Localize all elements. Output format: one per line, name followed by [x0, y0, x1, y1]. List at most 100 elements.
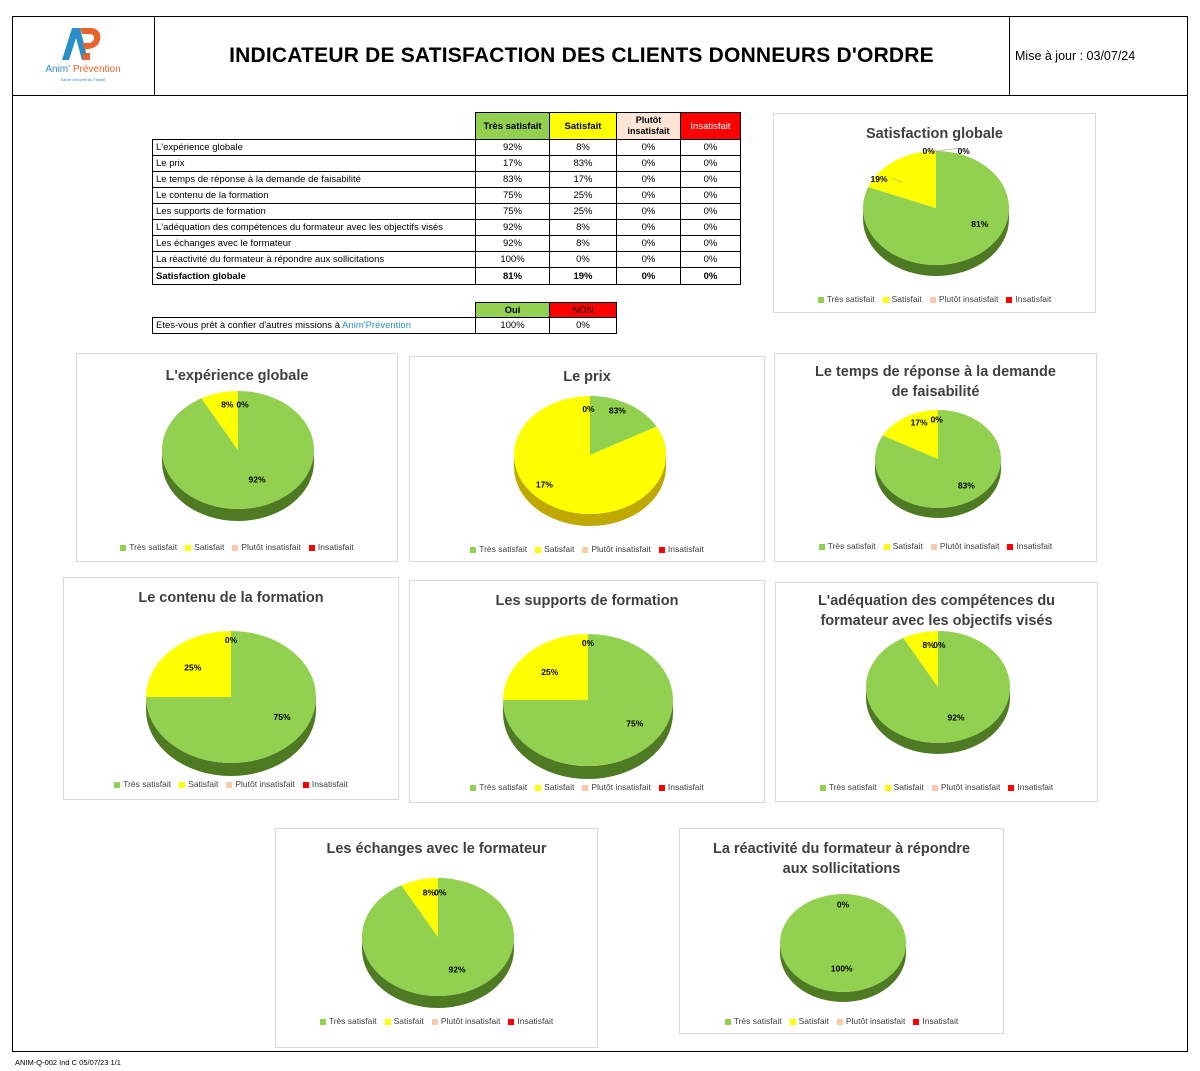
legend-label: Satisfait: [544, 544, 575, 554]
table-total-row: Satisfaction globale 81% 19% 0% 0%: [152, 267, 741, 285]
pie-slice: [161, 391, 314, 509]
legend-swatch: [658, 784, 665, 791]
pie-svg: 83% 17% 0%: [875, 410, 1001, 518]
legend-label: Insatisfait: [667, 782, 704, 792]
row-label: Les échanges avec le formateur: [152, 235, 476, 252]
row-value: 75%: [475, 203, 550, 220]
pie-chart: L'adéquation des compétences du formateu…: [775, 582, 1098, 802]
chart-title: Le contenu de la formation: [138, 590, 324, 606]
pie-chart: Le temps de réponse à la demande de fais…: [774, 353, 1097, 562]
legend-swatch: [431, 1018, 438, 1025]
pie-slice: [590, 396, 657, 455]
legend-item: Plutôt insatisfait: [431, 1016, 501, 1026]
chart-title: La réactivité du formateur à répondre au…: [712, 841, 971, 877]
missions-non-value: 0%: [549, 317, 617, 334]
pie-svg: 75% 25% 0%: [146, 631, 316, 776]
legend-item: Très satisfait: [120, 542, 177, 552]
data-label: 8%: [922, 640, 935, 650]
header: Anim' Prévention Santé Sécurité au Trava…: [12, 16, 1188, 96]
pie-svg: 81% 19% 0% 0%: [863, 146, 1009, 276]
missions-question: Etes-vous prêt à confier d'autres missio…: [152, 317, 476, 334]
row-value: 0%: [680, 219, 741, 236]
pie-chart: L'expérience globale 92% 8% 0% Très satisfai…: [76, 353, 398, 562]
legend-label: Plutôt insatisfait: [940, 782, 1001, 792]
legend-label: Plutôt insatisfait: [939, 541, 1000, 551]
legend-label: Très satisfait: [828, 782, 877, 792]
row-value: 0%: [616, 235, 681, 252]
legend-swatch: [1006, 296, 1013, 303]
pie-side: [503, 700, 673, 779]
missions-table: Oui NON Etes-vous prêt à confier d'autre…: [152, 302, 617, 334]
row-value: 92%: [475, 235, 550, 252]
chart-legend: Très satisfait Satisfait Plutôt insatisfai…: [77, 542, 397, 552]
row-value: 0%: [616, 187, 681, 204]
legend-swatch: [535, 546, 542, 553]
logo: Anim' Prévention Santé Sécurité au Trava…: [12, 16, 155, 95]
legend-label: Très satisfait: [826, 294, 875, 304]
data-label: 0%: [236, 400, 249, 410]
legend-swatch: [1008, 784, 1015, 791]
row-value: 0%: [616, 219, 681, 236]
row-value: 0%: [549, 251, 617, 268]
legend-swatch: [817, 296, 824, 303]
pie-slice: [780, 894, 906, 992]
legend-swatch: [179, 781, 186, 788]
legend-label: Plutôt insatisfait: [845, 1016, 906, 1026]
data-label: 75%: [273, 712, 290, 722]
data-label: 83%: [609, 406, 626, 416]
legend-label: Satisfait: [194, 542, 225, 552]
legend-label: Satisfait: [893, 782, 924, 792]
legend-label: Insatisfait: [1017, 782, 1054, 792]
row-value: 0%: [680, 267, 741, 285]
row-label: Les supports de formation: [152, 203, 476, 220]
pie-side: [362, 937, 514, 1008]
pie-slice: [146, 631, 231, 697]
legend-label: Plutôt insatisfait: [241, 542, 301, 552]
row-value: 8%: [549, 219, 617, 236]
chart-legend: Très satisfait Satisfait Plutôt insatisfai…: [276, 1016, 597, 1026]
leader-line: [890, 178, 904, 183]
legend-item: Insatisfait: [1006, 294, 1051, 304]
pie-chart: La réactivité du formateur à répondre au…: [679, 828, 1004, 1034]
legend-item: Insatisfait: [308, 542, 354, 552]
row-value: 81%: [475, 267, 550, 285]
data-label: 0%: [931, 414, 944, 424]
legend-label: Satisfait: [798, 1016, 829, 1026]
pie-svg: 100% 0%: [780, 894, 906, 1002]
legend-label: Plutôt insatisfait: [440, 1016, 501, 1026]
pie-side: [146, 697, 316, 776]
chart-title: L'expérience globale: [165, 368, 309, 384]
pie-side: [162, 450, 314, 521]
chart-title: Les échanges avec le formateur: [326, 841, 547, 857]
footer-reference: ANIM-Q-002 Ind C 05/07/23 1/1: [15, 1058, 121, 1067]
pie-svg: 92% 8%0%: [161, 391, 314, 521]
row-label: Le prix: [152, 155, 476, 172]
legend-item: Insatisfait: [1008, 782, 1053, 792]
legend-swatch: [508, 1018, 515, 1025]
data-label: 0%: [434, 888, 447, 898]
legend-swatch: [302, 781, 309, 788]
row-value: 0%: [616, 203, 681, 220]
row-value: 0%: [680, 139, 741, 156]
legend-swatch: [232, 544, 239, 551]
legend-item: Satisfait: [883, 541, 923, 551]
pie-svg: 17% 83% 0%: [514, 396, 666, 526]
data-label: 0%: [933, 640, 946, 650]
legend-item: Très satisfait: [319, 1016, 377, 1026]
legend-label: Insatisfait: [517, 1016, 554, 1026]
row-value: 8%: [549, 235, 617, 252]
legend-item: Insatisfait: [913, 1016, 958, 1026]
row-value: 100%: [475, 251, 550, 268]
chart-title: Le prix: [563, 369, 611, 385]
pie-slice: [201, 391, 238, 450]
table-row: Le contenu de la formation 75% 25% 0% 0%: [152, 187, 741, 204]
row-value: 0%: [616, 267, 681, 285]
pie-chart: Les échanges avec le formateur 92% 8% 0% Trè…: [275, 828, 598, 1048]
row-value: 0%: [616, 155, 681, 172]
legend-swatch: [582, 784, 589, 791]
data-label: 75%: [626, 718, 643, 728]
update-date: Mise à jour : 03/07/24: [1009, 16, 1187, 95]
row-label: L'adéquation des compétences du formateu…: [152, 219, 476, 236]
data-label: 81%: [971, 219, 988, 229]
legend-swatch: [913, 1018, 920, 1025]
